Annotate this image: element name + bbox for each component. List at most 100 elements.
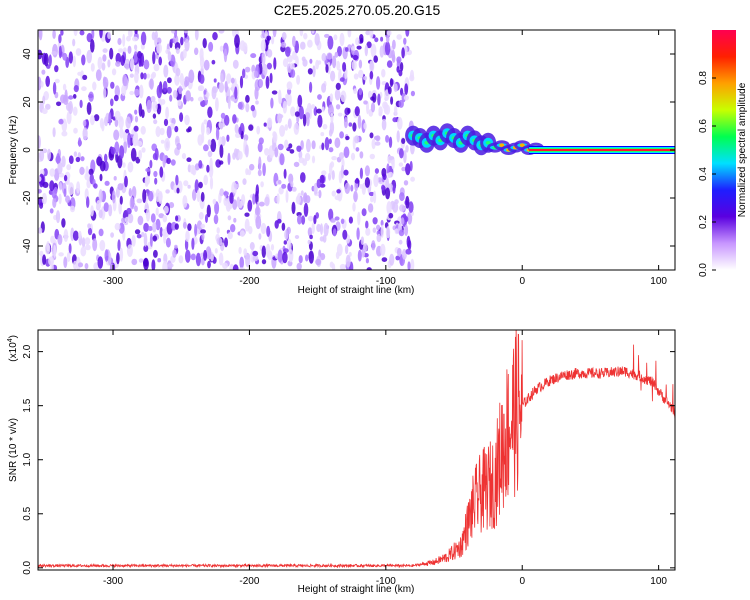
noise-blob (376, 76, 381, 90)
noise-blob (373, 135, 380, 141)
noise-blob (79, 166, 85, 175)
noise-blob (127, 161, 134, 173)
colorbar-tick-label: 0.6 (698, 119, 709, 133)
noise-blob (293, 122, 300, 135)
noise-blob (173, 89, 178, 99)
noise-blob (195, 252, 201, 267)
noise-blob (127, 134, 131, 148)
noise-blob (266, 225, 271, 237)
noise-blob (93, 183, 98, 189)
noise-blob (333, 34, 338, 41)
noise-blob (301, 56, 306, 62)
noise-blob (230, 77, 235, 84)
noise-blob (261, 52, 266, 66)
noise-blob (227, 232, 233, 240)
noise-blob (300, 190, 304, 196)
noise-blob (140, 72, 144, 80)
noise-blob (370, 43, 377, 58)
noise-blob (81, 86, 87, 92)
noise-blob (213, 78, 217, 83)
noise-blob (149, 233, 153, 247)
noise-blob (45, 75, 50, 87)
noise-blob (218, 252, 224, 266)
noise-blob (110, 232, 114, 238)
noise-blob (52, 197, 57, 209)
noise-blob (109, 47, 114, 60)
noise-blob (179, 112, 184, 123)
noise-blob (163, 205, 169, 214)
noise-blob (385, 35, 390, 43)
noise-blob (162, 215, 168, 223)
noise-blob (131, 186, 137, 199)
noise-blob (278, 89, 282, 104)
noise-blob (289, 149, 295, 154)
noise-blob (298, 150, 303, 159)
colorbar-gradient (712, 30, 736, 270)
noise-blob (303, 192, 308, 203)
noise-blob (285, 46, 291, 57)
signal-peak (499, 143, 505, 147)
noise-blob (155, 126, 161, 138)
noise-blob (164, 137, 171, 152)
noise-blob (298, 105, 304, 120)
noise-blob (153, 63, 160, 72)
noise-blob (209, 157, 213, 172)
noise-blob (200, 191, 205, 202)
noise-blob (134, 115, 139, 123)
noise-blob (189, 164, 196, 175)
noise-blob (122, 131, 127, 143)
noise-blob (378, 106, 383, 116)
noise-blob (53, 244, 57, 258)
noise-blob (379, 45, 384, 58)
noise-blob (232, 199, 238, 211)
noise-blob (392, 185, 396, 194)
noise-blob (200, 122, 205, 136)
noise-blob (157, 97, 162, 103)
noise-blob (279, 153, 285, 166)
noise-blob (43, 53, 49, 67)
noise-blob (383, 102, 389, 114)
noise-blob (287, 238, 292, 253)
noise-blob (63, 229, 69, 242)
noise-blob (357, 211, 361, 226)
noise-blob (206, 127, 211, 136)
x-tick-label: 100 (650, 576, 667, 587)
noise-blob (332, 263, 336, 270)
noise-blob (233, 217, 237, 223)
colorbar: 0.0 0.2 0.4 0.6 0.8 Normalized spectral ampl… (698, 30, 748, 277)
noise-blob (215, 127, 220, 141)
noise-blob (249, 242, 255, 251)
noise-blob (331, 190, 336, 197)
noise-blob (131, 129, 135, 135)
noise-blob (205, 214, 208, 223)
noise-blob (98, 209, 103, 219)
noise-blob (90, 115, 95, 126)
noise-blob (408, 201, 414, 213)
noise-blob (119, 247, 124, 262)
noise-blob (326, 52, 333, 60)
noise-blob (110, 81, 115, 89)
x-tick-label: -300 (103, 276, 123, 287)
noise-blob (399, 253, 403, 266)
noise-blob (54, 78, 60, 84)
y-tick-label: 0.5 (22, 506, 33, 520)
noise-blob (108, 252, 112, 266)
noise-blob (41, 108, 48, 115)
noise-blob (167, 51, 172, 62)
noise-blob (399, 62, 404, 72)
noise-blob (143, 222, 150, 232)
noise-blob (130, 57, 135, 71)
noise-blob (351, 46, 355, 51)
noise-blob (81, 237, 86, 249)
noise-blob (273, 131, 278, 143)
noise-blob (162, 80, 168, 93)
noise-blob (284, 139, 289, 149)
noise-blob (339, 131, 344, 139)
noise-blob (347, 107, 351, 114)
noise-blob (118, 116, 124, 129)
noise-blob (127, 45, 132, 54)
noise-blob (266, 49, 273, 58)
noise-blob (232, 30, 237, 37)
noise-blob (354, 106, 360, 117)
snr-y-label: SNR (10 * v/v) (8, 418, 19, 482)
